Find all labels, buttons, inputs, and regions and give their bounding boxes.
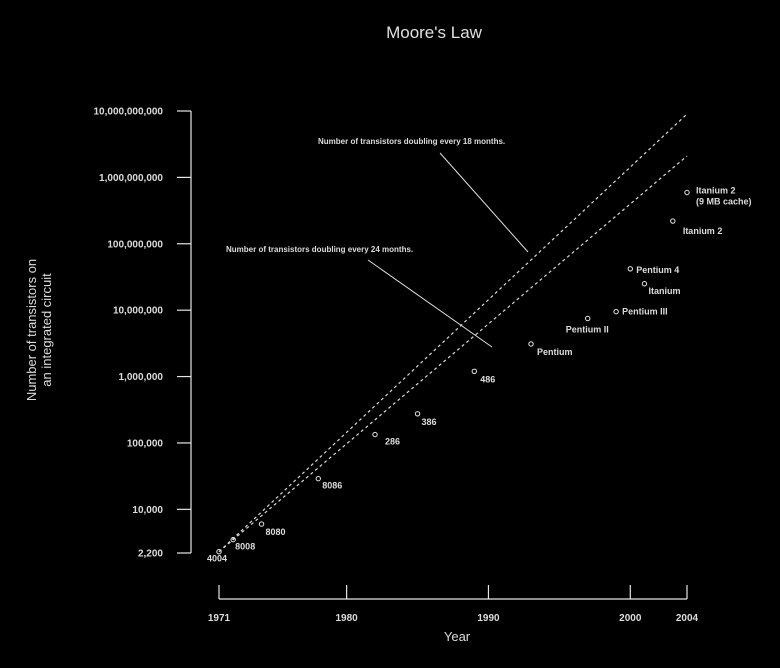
data-point: Itanium 2 (670, 218, 723, 236)
y-tick-label: 1,000,000 (119, 372, 164, 383)
data-point-label: Pentium 4 (636, 265, 679, 275)
data-points: 4004 8008 8080 8086 286 386 486 Pentium Pentium … (207, 186, 752, 564)
data-point: 486 (471, 368, 495, 384)
x-tick-label: 2000 (619, 613, 642, 624)
data-point-label: 386 (422, 417, 437, 427)
data-point-label: Pentium (537, 347, 573, 357)
x-tick-label: 2004 (676, 613, 699, 624)
x-tick-label: 1980 (336, 613, 359, 624)
data-point-marker (670, 218, 676, 224)
data-point-marker (627, 266, 633, 272)
data-point: 4004 (207, 549, 227, 564)
data-point: Itanium 2(9 MB cache) (684, 186, 752, 207)
data-point: 8008 (230, 536, 255, 552)
data-point: 8086 (315, 475, 342, 491)
data-point-label: 8086 (322, 481, 342, 491)
data-point-label: Itanium 2 (696, 186, 736, 196)
data-point-marker (684, 189, 690, 196)
chart-title: Moore's Law (386, 23, 483, 42)
data-point: 286 (372, 431, 400, 447)
annotation-24-months-leader (367, 259, 493, 348)
x-axis-label: Year (444, 629, 471, 644)
data-point: Pentium III (613, 307, 668, 317)
data-point-marker (216, 549, 222, 555)
y-axis-label-line-2: an integrated circuit (39, 273, 54, 387)
x-axis: 1971 1980 1990 2000 2004 (208, 585, 699, 624)
data-point-marker (230, 536, 236, 543)
data-point: Itanium (641, 281, 680, 296)
data-point-label: Itanium 2 (683, 226, 723, 236)
data-point-label: 4004 (207, 554, 227, 564)
annotation-24-months-text: Number of transistors doubling every 24 … (226, 245, 413, 254)
data-point-marker (372, 431, 378, 438)
y-tick-label: 10,000,000,000 (93, 107, 163, 118)
data-point-marker (528, 341, 534, 347)
data-point: 8080 (258, 521, 286, 537)
y-axis: 2,200 10,000 100,000 1,000,000 10,000,000 100… (93, 107, 192, 560)
data-point-marker (258, 521, 265, 527)
annotation-18-months-text: Number of transistors doubling every 18 … (318, 137, 505, 146)
data-point-label: (9 MB cache) (696, 197, 752, 207)
data-point: Pentium (528, 341, 573, 357)
x-tick-label: 1971 (208, 613, 231, 624)
data-point: Pentium II (566, 315, 609, 334)
x-axis-ticks: 1971 1980 1990 2000 2004 (208, 585, 699, 624)
data-point-label: Pentium II (566, 324, 609, 334)
y-tick-label: 2,200 (138, 549, 163, 560)
data-point: Pentium 4 (627, 265, 679, 275)
y-axis-label-line-1: Number of transistors on (24, 259, 39, 401)
data-point-marker (613, 308, 619, 315)
y-tick-label: 10,000 (132, 505, 163, 516)
data-point-marker (414, 411, 421, 417)
data-point-label: Pentium III (622, 307, 668, 317)
x-tick-label: 1990 (477, 613, 500, 624)
data-point-label: Itanium (648, 286, 680, 296)
trend-line-24-months (218, 155, 688, 553)
y-tick-label: 1,000,000,000 (99, 173, 163, 184)
data-point-label: 286 (385, 437, 400, 447)
data-point-marker (315, 475, 321, 482)
data-point-label: 486 (480, 374, 495, 384)
y-axis-ticks: 2,200 10,000 100,000 1,000,000 10,000,000 100… (93, 107, 191, 560)
data-point-marker (641, 281, 648, 287)
annotation-18-months-leader (439, 152, 529, 253)
y-axis-label: Number of transistors on an integrated c… (24, 259, 54, 401)
data-point-label: 8080 (266, 527, 286, 537)
y-tick-label: 10,000,000 (113, 306, 163, 317)
y-tick-label: 100,000 (127, 438, 164, 449)
trend-lines (218, 113, 688, 553)
annotation-18-months: Number of transistors doubling every 18 … (318, 137, 529, 253)
trend-line-18-months (218, 113, 688, 553)
data-point: 386 (414, 411, 437, 427)
data-point-marker (585, 315, 591, 322)
data-point-marker (471, 368, 477, 375)
data-point-label: 8008 (235, 542, 255, 552)
y-tick-label: 100,000,000 (107, 239, 163, 250)
annotation-24-months: Number of transistors doubling every 24 … (226, 245, 493, 348)
